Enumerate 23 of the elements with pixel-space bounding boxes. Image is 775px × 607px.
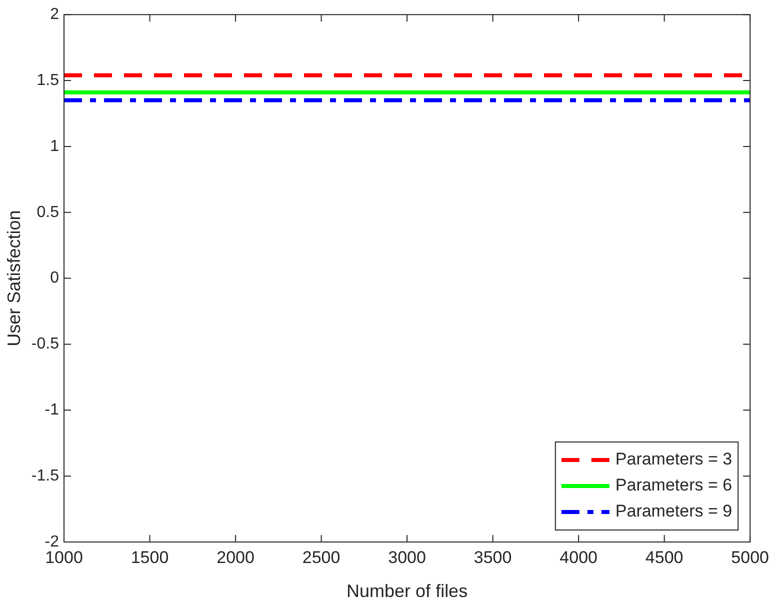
legend-label: Parameters = 3 xyxy=(615,450,732,469)
legend-label: Parameters = 9 xyxy=(615,502,732,521)
y-tick-label: 1.5 xyxy=(36,72,60,89)
y-tick-label: 0.5 xyxy=(36,204,60,221)
x-tick-label: 2000 xyxy=(216,548,254,567)
y-tick-label: -0.5 xyxy=(31,336,60,353)
legend-label: Parameters = 6 xyxy=(615,476,732,495)
x-tick-label: 3000 xyxy=(388,548,426,567)
x-tick-label: 2500 xyxy=(302,548,340,567)
y-axis-title: User Satisfection xyxy=(4,210,24,346)
y-tick-label: -1.5 xyxy=(31,467,60,484)
x-tick-label: 1500 xyxy=(130,548,169,567)
x-tick-label: 5000 xyxy=(731,548,770,567)
x-tick-label: 4000 xyxy=(560,548,598,567)
y-tick-label: 1 xyxy=(50,138,60,155)
y-tick-label: -2 xyxy=(44,533,60,550)
x-tick-label: 3500 xyxy=(474,548,512,567)
y-tick-label: 2 xyxy=(50,6,60,24)
x-axis-title: Number of files xyxy=(346,581,468,602)
x-tick-label: 1000 xyxy=(45,548,83,567)
y-tick-label: 0 xyxy=(50,270,60,287)
x-tick-label: 4500 xyxy=(645,548,684,567)
y-tick-label: -1 xyxy=(44,402,60,419)
